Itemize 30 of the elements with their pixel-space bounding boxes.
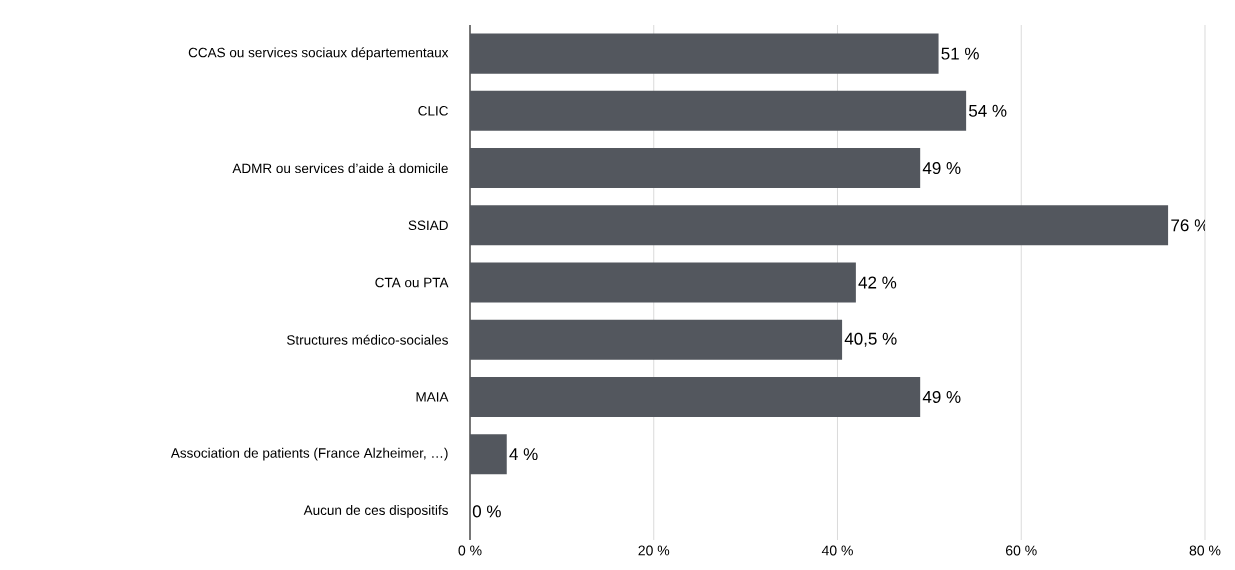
x-tick-label: 0 % [458, 545, 482, 556]
data-label: 51 % [941, 47, 979, 60]
y-tick-label: Structures médico-sociales [287, 334, 448, 345]
y-tick-label: Association de patients (France Alzheimer, …) [170, 447, 448, 461]
x-tick-label: 20 % [638, 545, 670, 556]
y-tick-label: Aucun de ces dispositifs [303, 505, 448, 518]
bar [470, 434, 507, 475]
data-label: 42 % [858, 276, 897, 289]
bar [470, 376, 921, 417]
data-label: 40,5 % [844, 332, 897, 347]
bar [470, 33, 939, 74]
data-label: 4 % [509, 448, 538, 461]
bar [470, 90, 967, 131]
data-label: 49 % [922, 390, 961, 403]
y-tick-label: MAIA [416, 392, 449, 402]
data-label: 49 % [922, 162, 961, 175]
x-tick-label: 80 % [1189, 545, 1221, 556]
x-tick-label: 40 % [821, 545, 853, 556]
y-tick-label: CCAS ou services sociaux départementaux [188, 47, 449, 60]
bar [470, 205, 1169, 246]
y-tick-label: ADMR ou services d’aide à domicile [232, 163, 448, 174]
y-tick-label: CTA ou PTA [375, 277, 449, 288]
x-tick-label: 60 % [1006, 545, 1037, 556]
data-label: 0 % [472, 505, 501, 518]
bar [470, 262, 856, 303]
y-tick-label: SSIAD [408, 220, 448, 231]
bar [470, 148, 921, 189]
data-label: 54 % [968, 104, 1007, 117]
y-tick-label: CLIC [418, 106, 448, 116]
bar [470, 319, 843, 360]
